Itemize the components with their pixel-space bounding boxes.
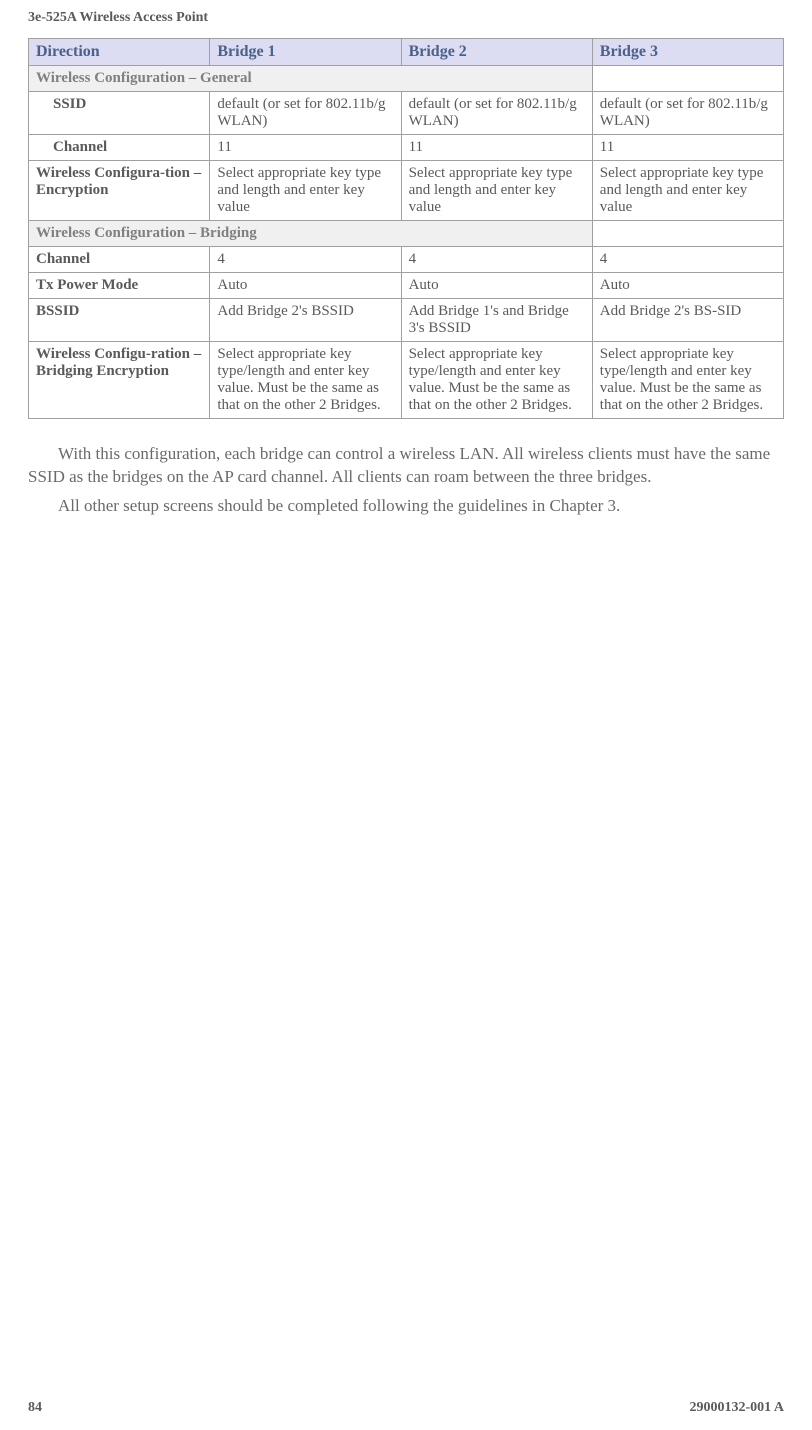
section-general-header: Wireless Configuration – General bbox=[29, 66, 784, 92]
txpower-bridge1: Auto bbox=[210, 273, 401, 299]
bridging-encryption-label: Wireless Configu-ration – Bridging Encry… bbox=[29, 342, 210, 419]
txpower-bridge3: Auto bbox=[592, 273, 783, 299]
col-bridge1: Bridge 1 bbox=[210, 39, 401, 66]
config-table: Direction Bridge 1 Bridge 2 Bridge 3 Wir… bbox=[28, 38, 784, 419]
ssid-bridge1: default (or set for 802.11b/g WLAN) bbox=[210, 92, 401, 135]
col-direction: Direction bbox=[29, 39, 210, 66]
channel-bridging-bridge2: 4 bbox=[401, 247, 592, 273]
table-row: BSSID Add Bridge 2's BSSID Add Bridge 1'… bbox=[29, 299, 784, 342]
table-row: Wireless Configura-tion – Encryption Sel… bbox=[29, 161, 784, 221]
encryption-bridge1: Select appropriate key type and length a… bbox=[210, 161, 401, 221]
col-bridge2: Bridge 2 bbox=[401, 39, 592, 66]
table-row: Tx Power Mode Auto Auto Auto bbox=[29, 273, 784, 299]
document-number: 29000132-001 A bbox=[690, 1400, 785, 1416]
encryption-bridge3: Select appropriate key type and length a… bbox=[592, 161, 783, 221]
channel-general-label: Channel bbox=[29, 135, 210, 161]
encryption-bridge2: Select appropriate key type and length a… bbox=[401, 161, 592, 221]
section-general-empty bbox=[592, 66, 783, 92]
channel-general-bridge3: 11 bbox=[592, 135, 783, 161]
bridging-encryption-bridge1: Select appropriate key type/length and e… bbox=[210, 342, 401, 419]
page-number: 84 bbox=[28, 1400, 42, 1416]
txpower-bridge2: Auto bbox=[401, 273, 592, 299]
channel-bridging-bridge3: 4 bbox=[592, 247, 783, 273]
ssid-bridge2: default (or set for 802.11b/g WLAN) bbox=[401, 92, 592, 135]
section-bridging-header: Wireless Configuration – Bridging bbox=[29, 221, 784, 247]
page-header-title: 3e-525A Wireless Access Point bbox=[28, 10, 784, 26]
table-row: Channel 4 4 4 bbox=[29, 247, 784, 273]
section-bridging-label: Wireless Configuration – Bridging bbox=[29, 221, 593, 247]
body-paragraph-2: All other setup screens should be comple… bbox=[28, 495, 784, 518]
bridging-encryption-bridge3: Select appropriate key type/length and e… bbox=[592, 342, 783, 419]
channel-general-bridge2: 11 bbox=[401, 135, 592, 161]
col-bridge3: Bridge 3 bbox=[592, 39, 783, 66]
table-header-row: Direction Bridge 1 Bridge 2 Bridge 3 bbox=[29, 39, 784, 66]
table-row: Wireless Configu-ration – Bridging Encry… bbox=[29, 342, 784, 419]
channel-bridging-label: Channel bbox=[29, 247, 210, 273]
page-footer: 84 29000132-001 A bbox=[28, 1400, 784, 1416]
body-paragraph-1: With this configuration, each bridge can… bbox=[28, 443, 784, 489]
bridging-encryption-bridge2: Select appropriate key type/length and e… bbox=[401, 342, 592, 419]
channel-general-bridge1: 11 bbox=[210, 135, 401, 161]
ssid-bridge3: default (or set for 802.11b/g WLAN) bbox=[592, 92, 783, 135]
section-bridging-empty bbox=[592, 221, 783, 247]
table-row: SSID default (or set for 802.11b/g WLAN)… bbox=[29, 92, 784, 135]
bssid-bridge2: Add Bridge 1's and Bridge 3's BSSID bbox=[401, 299, 592, 342]
table-row: Channel 11 11 11 bbox=[29, 135, 784, 161]
section-general-label: Wireless Configuration – General bbox=[29, 66, 593, 92]
bssid-bridge1: Add Bridge 2's BSSID bbox=[210, 299, 401, 342]
bssid-bridge3: Add Bridge 2's BS-SID bbox=[592, 299, 783, 342]
bssid-label: BSSID bbox=[29, 299, 210, 342]
encryption-label: Wireless Configura-tion – Encryption bbox=[29, 161, 210, 221]
txpower-label: Tx Power Mode bbox=[29, 273, 210, 299]
ssid-label: SSID bbox=[29, 92, 210, 135]
channel-bridging-bridge1: 4 bbox=[210, 247, 401, 273]
